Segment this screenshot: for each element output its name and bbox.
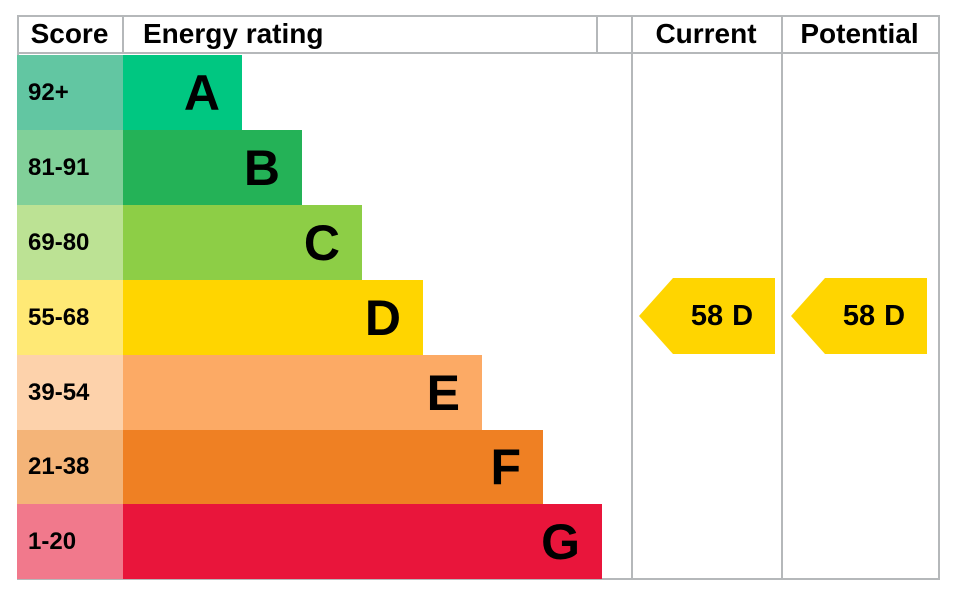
score-range-label-c: 69-80: [17, 205, 123, 280]
score-range-label-g: 1-20: [17, 504, 123, 579]
band-letter-g: G: [541, 513, 580, 570]
potential-score: 58: [842, 299, 876, 332]
band-bar-c: C: [123, 205, 362, 280]
energy-rating-column-divider: [596, 15, 598, 54]
band-letter-a: A: [183, 64, 220, 121]
table-border-right: [938, 15, 940, 580]
current-column-divider: [631, 15, 633, 580]
current-score: 58: [690, 299, 724, 332]
potential-column-divider: [781, 15, 783, 580]
score-range-label-f: 21-38: [17, 430, 123, 504]
score-column-divider: [122, 15, 124, 54]
band-letter-f: F: [490, 439, 521, 495]
table-border-top: [17, 15, 940, 17]
header-underline: [17, 52, 940, 54]
band-row-e: 39-54 E: [17, 355, 482, 430]
band-bar-g: G: [123, 504, 602, 579]
band-row-f: 21-38 F: [17, 430, 543, 504]
score-range-label-e: 39-54: [17, 355, 123, 430]
band-bar-f: F: [123, 430, 543, 504]
score-column-header: Score: [30, 17, 109, 49]
band-bar-d: D: [123, 280, 423, 355]
band-row-g: 1-20 G: [17, 504, 602, 579]
table-border-bottom: [17, 578, 940, 580]
band-row-a: 92+ A: [17, 55, 242, 130]
potential-band-letter: D: [884, 299, 906, 332]
energy-rating-column-header: Energy rating: [143, 17, 324, 49]
band-letter-b: B: [243, 139, 280, 196]
band-letter-d: D: [364, 289, 401, 346]
band-row-d: 55-68 D: [17, 280, 423, 355]
potential-rating-arrow: 58 D: [791, 278, 927, 354]
band-letter-e: E: [426, 364, 460, 421]
score-range-label-b: 81-91: [17, 130, 123, 205]
band-letter-c: C: [303, 214, 340, 271]
band-row-b: 81-91 B: [17, 130, 302, 205]
potential-column-header: Potential: [800, 17, 919, 49]
current-column-header: Current: [655, 17, 757, 49]
band-bar-a: A: [123, 55, 242, 130]
current-band-letter: D: [732, 299, 754, 332]
band-bar-b: B: [123, 130, 302, 205]
current-rating-arrow: 58 D: [639, 278, 775, 354]
band-row-c: 69-80 C: [17, 205, 362, 280]
band-bar-e: E: [123, 355, 482, 430]
score-range-label-a: 92+: [17, 55, 123, 130]
score-range-label-d: 55-68: [17, 280, 123, 355]
